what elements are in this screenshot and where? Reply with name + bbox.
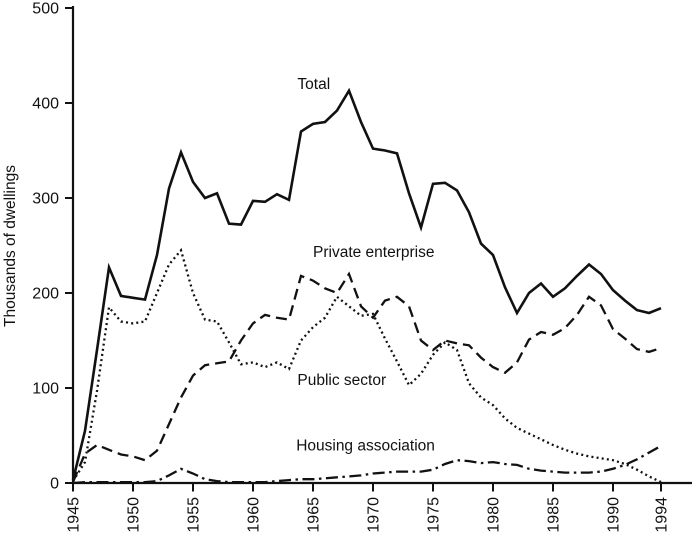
series-line-total [71, 87, 662, 481]
x-tick-label: 1980 [486, 497, 503, 533]
series-line-housing-association [72, 444, 662, 485]
x-tick-label: 1994 [654, 497, 671, 533]
x-tick-label: 1985 [546, 497, 563, 533]
x-tick-label: 1965 [306, 497, 323, 533]
series-label-housing-association: Housing association [296, 438, 435, 455]
y-tick-label: 400 [32, 96, 59, 113]
y-tick-label: 300 [32, 191, 59, 208]
y-tick-label: 100 [32, 381, 59, 398]
x-tick-label: 1950 [126, 497, 143, 533]
series-label-public-sector: Public sector [297, 372, 386, 389]
series-line-private-enterprise [71, 271, 662, 483]
x-tick-label: 1970 [366, 497, 383, 533]
series-label-private-enterprise: Private enterprise [313, 244, 434, 261]
x-tick-label: 1955 [186, 497, 203, 533]
x-tick-label: 1960 [246, 497, 263, 533]
x-tick-label: 1945 [66, 497, 83, 533]
series-label-total: Total [297, 76, 330, 93]
y-tick-label: 0 [50, 476, 59, 493]
x-tick-label: 1990 [606, 497, 623, 533]
y-axis-title: Thousands of dwellings [2, 165, 19, 327]
series-line-public-sector [72, 247, 662, 484]
y-tick-label: 500 [32, 1, 59, 18]
y-tick-label: 200 [32, 286, 59, 303]
x-tick-label: 1975 [426, 497, 443, 533]
